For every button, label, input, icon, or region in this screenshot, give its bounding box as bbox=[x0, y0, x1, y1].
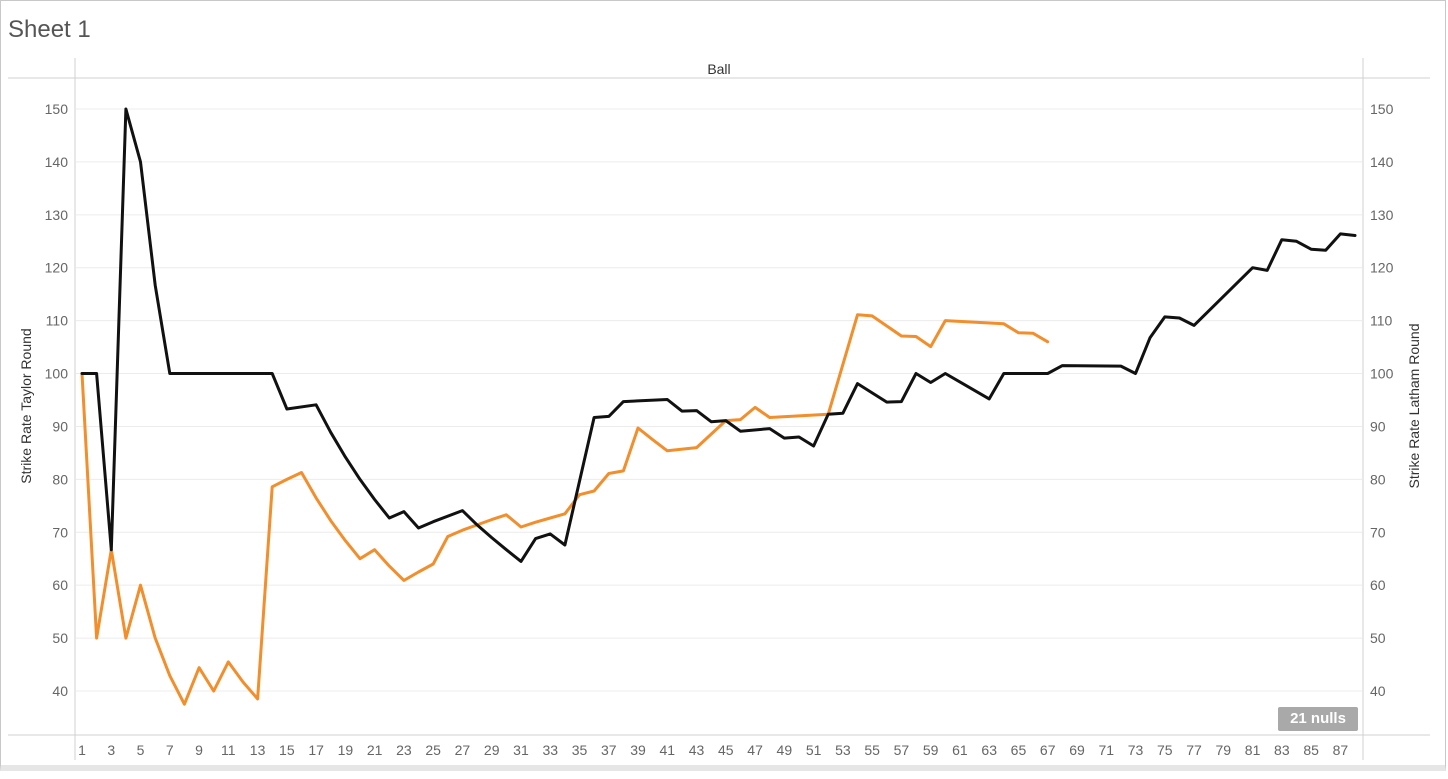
x-tick-label: 67 bbox=[1040, 742, 1056, 758]
x-tick-label: 59 bbox=[923, 742, 939, 758]
column-header-ball: Ball bbox=[707, 61, 730, 77]
x-tick-label: 15 bbox=[279, 742, 295, 758]
x-tick-label: 81 bbox=[1245, 742, 1261, 758]
y-tick-label-right: 150 bbox=[1370, 101, 1394, 117]
x-tick-label: 19 bbox=[338, 742, 354, 758]
x-tick-label: 35 bbox=[572, 742, 588, 758]
x-tick-label: 33 bbox=[542, 742, 558, 758]
y-tick-label-right: 60 bbox=[1370, 577, 1386, 593]
y-tick-label-left: 40 bbox=[52, 683, 68, 699]
x-tick-label: 75 bbox=[1157, 742, 1173, 758]
x-tick-label: 39 bbox=[630, 742, 646, 758]
y-axis-title-right: Strike Rate Latham Round bbox=[1406, 324, 1422, 489]
x-tick-label: 61 bbox=[952, 742, 968, 758]
y-axis-title-left: Strike Rate Taylor Round bbox=[18, 328, 34, 483]
x-tick-label: 63 bbox=[981, 742, 997, 758]
x-tick-label: 41 bbox=[659, 742, 675, 758]
x-tick-label: 23 bbox=[396, 742, 412, 758]
y-tick-label-right: 80 bbox=[1370, 471, 1386, 487]
y-tick-label-right: 90 bbox=[1370, 418, 1386, 434]
y-tick-label-right: 40 bbox=[1370, 683, 1386, 699]
x-tick-label: 51 bbox=[806, 742, 822, 758]
y-tick-label-right: 110 bbox=[1370, 313, 1393, 329]
x-tick-label: 83 bbox=[1274, 742, 1290, 758]
y-tick-label-left: 150 bbox=[45, 101, 69, 117]
y-tick-label-left: 50 bbox=[52, 630, 68, 646]
y-tick-label-left: 130 bbox=[45, 207, 69, 223]
y-tick-label-left: 60 bbox=[52, 577, 68, 593]
gridlines bbox=[76, 108, 1362, 692]
y-tick-label-left: 100 bbox=[45, 366, 69, 382]
x-tick-label: 11 bbox=[221, 742, 236, 758]
y-tick-label-right: 140 bbox=[1370, 154, 1394, 170]
x-tick-label: 13 bbox=[250, 742, 266, 758]
series-line-strike-rate-latham-round[interactable] bbox=[80, 107, 1357, 563]
x-tick-label: 85 bbox=[1303, 742, 1319, 758]
y-tick-label-left: 120 bbox=[45, 260, 69, 276]
x-tick-label: 37 bbox=[601, 742, 617, 758]
x-tick-label: 73 bbox=[1128, 742, 1144, 758]
y-tick-label-right: 130 bbox=[1370, 207, 1394, 223]
x-tick-label: 57 bbox=[894, 742, 910, 758]
x-tick-label: 21 bbox=[367, 742, 383, 758]
x-tick-label: 45 bbox=[718, 742, 734, 758]
x-tick-label: 43 bbox=[689, 742, 705, 758]
y-tick-label-left: 110 bbox=[46, 313, 69, 329]
x-tick-label: 27 bbox=[455, 742, 471, 758]
series-lines bbox=[80, 107, 1357, 706]
y-tick-label-left: 80 bbox=[52, 471, 68, 487]
chart-panes bbox=[8, 58, 1430, 760]
x-tick-label: 31 bbox=[513, 742, 529, 758]
x-tick-label: 87 bbox=[1333, 742, 1349, 758]
x-tick-label: 49 bbox=[777, 742, 793, 758]
x-tick-label: 47 bbox=[747, 742, 763, 758]
x-tick-label: 77 bbox=[1186, 742, 1202, 758]
x-tick-label: 55 bbox=[864, 742, 880, 758]
x-tick-label: 9 bbox=[195, 742, 203, 758]
x-tick-label: 29 bbox=[484, 742, 500, 758]
x-tick-label: 65 bbox=[1011, 742, 1027, 758]
y-tick-label-right: 100 bbox=[1370, 366, 1394, 382]
y-tick-label-right: 70 bbox=[1370, 524, 1386, 540]
series-line-strike-rate-taylor-round[interactable] bbox=[80, 313, 1050, 706]
x-tick-label: 79 bbox=[1216, 742, 1232, 758]
x-tick-label: 69 bbox=[1069, 742, 1085, 758]
y-tick-label-left: 70 bbox=[52, 524, 68, 540]
x-tick-label: 5 bbox=[137, 742, 145, 758]
x-tick-label: 1 bbox=[78, 742, 86, 758]
tick-labels: 40 40 50 50 60 60 70 70 80 80 90 90 100 100 110 110 120 1… bbox=[45, 101, 1394, 758]
x-tick-label: 17 bbox=[308, 742, 324, 758]
y-tick-label-right: 50 bbox=[1370, 630, 1386, 646]
x-tick-label: 25 bbox=[425, 742, 441, 758]
sheet-title: Sheet 1 bbox=[8, 16, 91, 43]
y-tick-label-left: 90 bbox=[52, 418, 68, 434]
y-tick-label-left: 140 bbox=[45, 154, 69, 170]
y-tick-label-right: 120 bbox=[1370, 260, 1394, 276]
x-tick-label: 7 bbox=[166, 742, 174, 758]
nulls-indicator-badge[interactable]: 21 nulls bbox=[1278, 707, 1358, 731]
x-tick-label: 3 bbox=[107, 742, 115, 758]
x-tick-label: 53 bbox=[835, 742, 851, 758]
x-tick-label: 71 bbox=[1098, 742, 1114, 758]
